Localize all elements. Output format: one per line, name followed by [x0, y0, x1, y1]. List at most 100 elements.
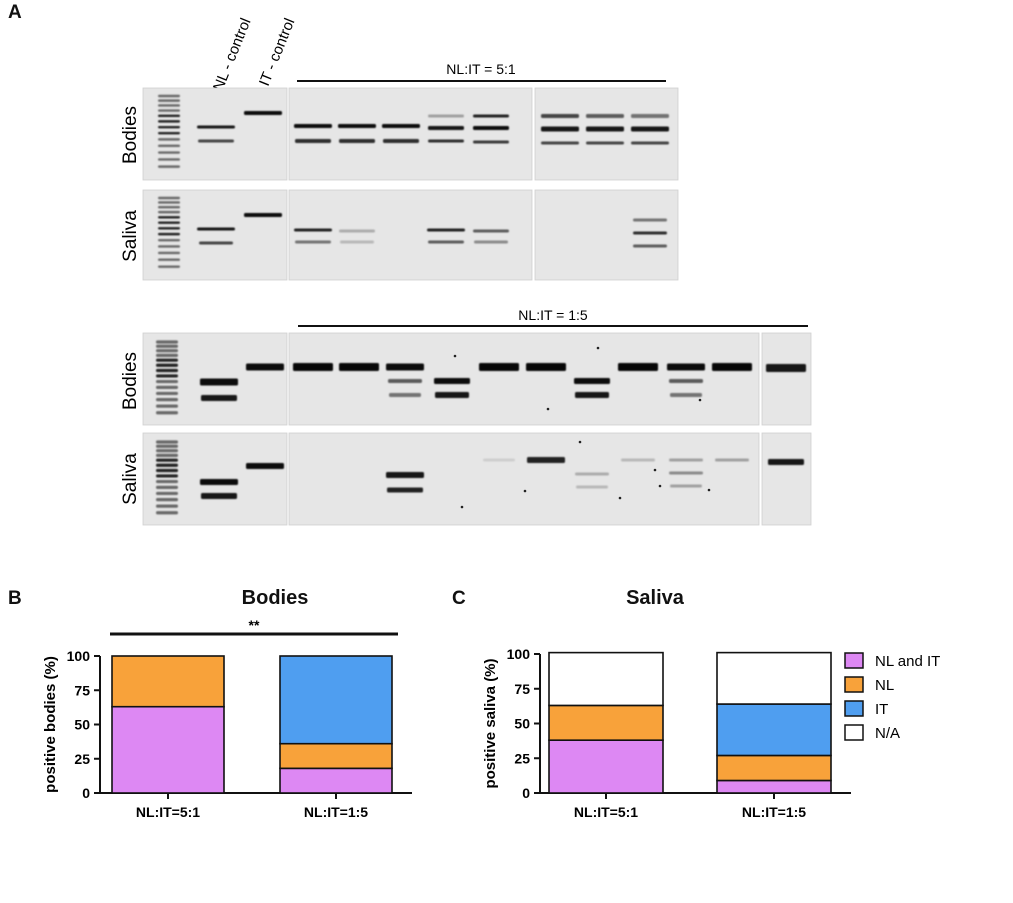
- gel2-bodies-ladder: [156, 349, 178, 353]
- gel1-saliva-label: Saliva: [120, 210, 141, 262]
- gel-band: [428, 139, 464, 143]
- gel-band: [199, 241, 233, 245]
- gel-band: [295, 139, 331, 143]
- gel2-saliva-ladder: [156, 453, 178, 457]
- gel-band: [768, 459, 804, 465]
- gel-speckle: [618, 496, 622, 500]
- gel2-saliva-ladder: [156, 498, 178, 502]
- gel-band: [474, 240, 508, 244]
- gel-band: [541, 141, 579, 145]
- gel2-saliva-ladder: [156, 474, 178, 478]
- gel-band: [575, 392, 609, 398]
- gel1-bodies-ladder: [158, 104, 180, 107]
- gel2-bodies-extra: [761, 332, 812, 426]
- gel-band: [427, 228, 465, 232]
- gel1-saliva-ladder: [158, 258, 180, 261]
- gel1-saliva-ladder: [158, 216, 180, 219]
- legend-label-2: IT: [875, 701, 888, 718]
- chart-c-ytick-label-4: 100: [507, 646, 531, 662]
- chart-b-bar-0-nl-and-it: [111, 705, 225, 794]
- gel1-bodies-ladder: [158, 99, 180, 102]
- chart-saliva: 0 25 50 75 100 positive saliva (%) NL:IT=5:1 NL…: [482, 646, 940, 820]
- chart-b-ytick-label-0: 0: [82, 785, 90, 801]
- chart-c-bar-1-nl-and-it: [716, 779, 832, 794]
- gel-band: [669, 379, 703, 383]
- gel1-saliva-ladder: [158, 238, 180, 242]
- gel1-saliva-ladder: [158, 210, 180, 214]
- it-control-label: IT - control: [256, 16, 299, 89]
- gel-band: [244, 111, 282, 115]
- gel-band: [483, 458, 515, 462]
- gel-band: [428, 240, 464, 244]
- chart-c-title: Saliva: [626, 587, 684, 609]
- gel2-saliva-ladder: [156, 485, 178, 489]
- gel-band: [428, 126, 464, 130]
- gel-band: [586, 141, 624, 145]
- gel-band: [586, 114, 624, 118]
- gel2-saliva-ladder: [156, 511, 178, 515]
- gel1-bodies-ladder: [158, 158, 180, 161]
- gel-band: [669, 471, 703, 475]
- gel2-bodies-label: Bodies: [120, 352, 141, 410]
- chart-b-bar-0-nl: [111, 655, 225, 708]
- gel1-bodies-ladder: [158, 144, 180, 148]
- gel-band: [338, 124, 376, 128]
- gel1-saliva-ladder: [158, 251, 180, 255]
- gel-band: [576, 485, 608, 489]
- gel-band: [386, 472, 424, 478]
- gel-band: [527, 457, 565, 463]
- gel-band: [339, 229, 375, 233]
- panel-letter-c: C: [452, 588, 466, 609]
- gel-band: [428, 114, 464, 118]
- gel1-saliva-ladder: [158, 201, 180, 204]
- gel-band: [293, 363, 333, 371]
- gel1-saliva-ladder: [158, 221, 180, 224]
- gel-band: [339, 139, 375, 143]
- gel-band: [388, 379, 422, 383]
- legend-swatch-1: [844, 676, 864, 693]
- gel2-bodies-ladder: [156, 368, 178, 373]
- gel-band: [434, 378, 470, 384]
- gel1-bodies-samples: [288, 87, 533, 181]
- gel1-bodies-ladder: [158, 114, 180, 118]
- chart-c-bar-0-nl-and-it: [548, 739, 664, 794]
- chart-c-bar-1-n-a: [716, 651, 832, 705]
- gel-band: [541, 126, 579, 132]
- gel2-bodies-ladder: [156, 353, 178, 357]
- gel1-bodies-extra: [534, 87, 679, 181]
- gel1-saliva-ladder: [158, 245, 180, 248]
- gel-band: [473, 229, 509, 233]
- gel-speckle: [460, 505, 464, 509]
- gel-band: [387, 487, 423, 493]
- chart-c-bar-1-nl: [716, 754, 832, 782]
- group1-label: NL:IT = 5:1: [446, 61, 516, 77]
- gel-band: [633, 244, 667, 248]
- gel1-saliva-ladder: [158, 205, 180, 209]
- chart-b-ytick-label-1: 25: [74, 751, 90, 767]
- gel-band: [618, 363, 658, 371]
- legend-label-0: NL and IT: [875, 653, 940, 670]
- gel2-bodies-ladder: [156, 358, 178, 362]
- gel-band: [246, 463, 284, 469]
- gel1-bodies-ladder: [158, 165, 180, 168]
- gel-band: [294, 124, 332, 128]
- chart-b-x-label-1: NL:IT=1:5: [304, 804, 368, 820]
- gel2-saliva-ladder: [156, 479, 178, 484]
- gel-band: [631, 126, 669, 132]
- gel2-saliva-ladder: [156, 504, 178, 508]
- gel-band: [382, 124, 420, 128]
- gel-band: [246, 363, 284, 371]
- gel1-saliva-ladder: [158, 232, 180, 236]
- gel-band: [340, 240, 374, 244]
- chart-c-ytick-label-1: 25: [514, 750, 530, 766]
- gel-band: [631, 141, 669, 145]
- gel-band: [198, 139, 234, 143]
- gel2-bodies-ladder: [156, 398, 178, 402]
- gel-band: [526, 363, 566, 371]
- gel2-saliva-ladder: [156, 463, 178, 467]
- gel2-bodies-ladder: [156, 411, 178, 415]
- gel-speckle: [658, 484, 662, 488]
- gel2-saliva-samples: [288, 432, 760, 526]
- gel1-saliva-extra: [534, 189, 679, 281]
- chart-c-ytick-label-0: 0: [522, 785, 530, 801]
